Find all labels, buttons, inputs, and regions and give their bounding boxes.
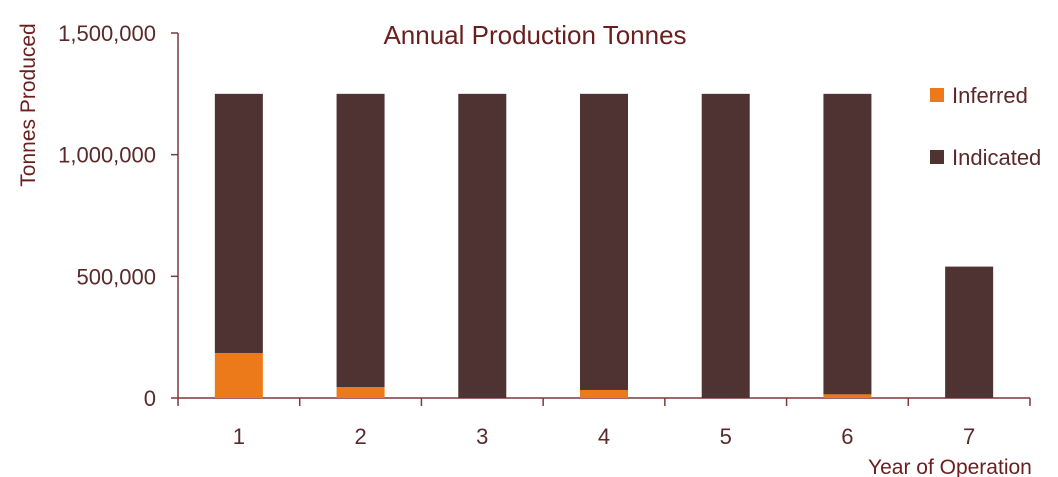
x-tick-label: 4 [598, 424, 610, 449]
legend-swatch-indicated [930, 150, 944, 164]
x-tick-label: 2 [354, 424, 366, 449]
bar-indicated-year-2 [336, 93, 385, 388]
bar-indicated-year-7 [945, 266, 994, 398]
bar-indicated-year-6 [823, 93, 872, 395]
plot-area: 0 500,000 1,000,000 1,500,000 1 2 3 4 5 6 7 [58, 21, 1031, 449]
x-tick-label: 3 [476, 424, 488, 449]
legend-label-indicated: Indicated [952, 145, 1041, 170]
bar-inferred-year-6 [823, 394, 872, 398]
x-tick-label: 6 [841, 424, 853, 449]
x-axis-label: Year of Operation [868, 456, 1032, 477]
y-tick-label: 500,000 [76, 264, 156, 289]
bar-indicated-year-1 [214, 93, 263, 353]
legend-swatch-inferred [930, 88, 944, 102]
bar-indicated-year-5 [701, 93, 750, 398]
bar-inferred-year-2 [336, 387, 385, 398]
legend-label-inferred: Inferred [952, 83, 1028, 108]
bar-inferred-year-4 [580, 389, 628, 398]
x-tick-label: 5 [720, 424, 732, 449]
y-tick-label: 1,000,000 [58, 143, 156, 168]
x-tick-label: 1 [233, 424, 245, 449]
bar-indicated-year-3 [458, 93, 507, 398]
y-tick-label: 1,500,000 [58, 21, 156, 46]
chart-title: Annual Production Tonnes [383, 20, 686, 50]
x-tick-label: 7 [963, 424, 975, 449]
legend: Inferred Indicated [930, 83, 1041, 170]
bar-indicated-year-4 [580, 93, 628, 390]
y-axis-label: Tonnes Produced [17, 23, 40, 186]
bar-inferred-year-1 [214, 352, 263, 398]
y-tick-label: 0 [144, 386, 156, 411]
